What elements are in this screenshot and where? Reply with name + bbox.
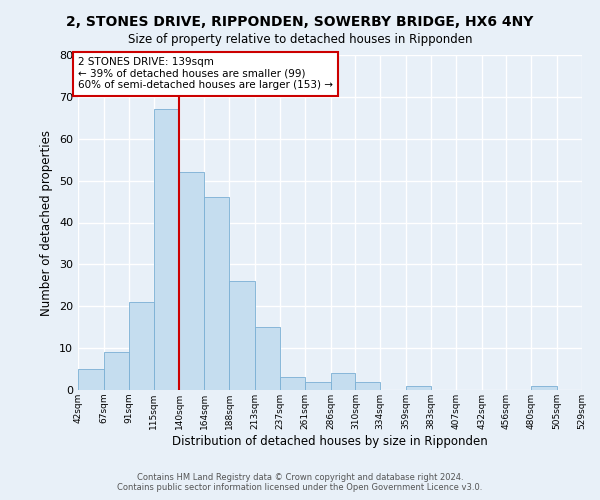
Y-axis label: Number of detached properties: Number of detached properties xyxy=(40,130,53,316)
Bar xyxy=(305,382,331,390)
Bar xyxy=(331,373,355,390)
Bar xyxy=(129,302,154,390)
Bar xyxy=(179,172,204,390)
Text: Size of property relative to detached houses in Ripponden: Size of property relative to detached ho… xyxy=(128,32,472,46)
Bar xyxy=(154,110,179,390)
X-axis label: Distribution of detached houses by size in Ripponden: Distribution of detached houses by size … xyxy=(172,434,488,448)
Bar xyxy=(229,281,255,390)
Bar xyxy=(280,378,305,390)
Bar xyxy=(531,386,557,390)
Bar xyxy=(204,198,229,390)
Bar xyxy=(78,369,104,390)
Bar xyxy=(104,352,129,390)
Bar xyxy=(406,386,431,390)
Text: 2, STONES DRIVE, RIPPONDEN, SOWERBY BRIDGE, HX6 4NY: 2, STONES DRIVE, RIPPONDEN, SOWERBY BRID… xyxy=(67,15,533,29)
Bar xyxy=(355,382,380,390)
Text: Contains HM Land Registry data © Crown copyright and database right 2024.
Contai: Contains HM Land Registry data © Crown c… xyxy=(118,473,482,492)
Text: 2 STONES DRIVE: 139sqm
← 39% of detached houses are smaller (99)
60% of semi-det: 2 STONES DRIVE: 139sqm ← 39% of detached… xyxy=(78,57,333,90)
Bar xyxy=(255,327,280,390)
